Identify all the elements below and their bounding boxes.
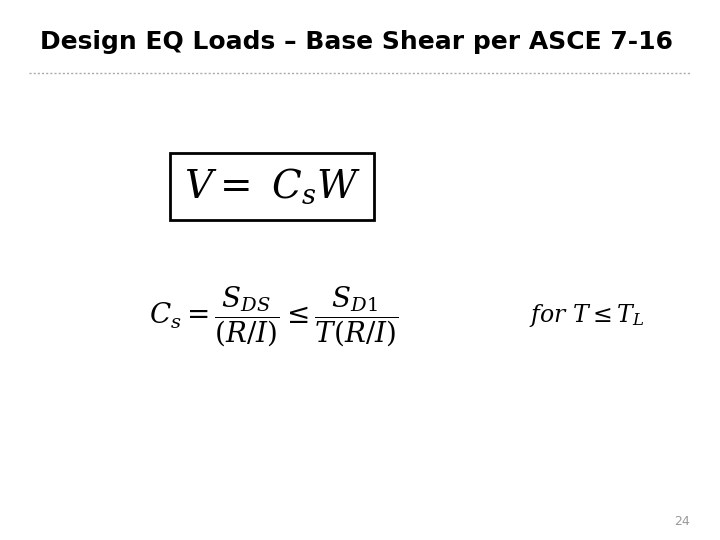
Text: 24: 24 [674,515,690,528]
Text: $C_s = \dfrac{S_{DS}}{(R/I)} \leq \dfrac{S_{D1}}{T(R/I)}$: $C_s = \dfrac{S_{DS}}{(R/I)} \leq \dfrac… [149,284,398,348]
Text: Design EQ Loads – Base Shear per ASCE 7-16: Design EQ Loads – Base Shear per ASCE 7-… [40,30,672,53]
Text: $V = \ C_s W$: $V = \ C_s W$ [184,167,361,206]
Text: $\mathit{for\ T \leq T_L}$: $\mathit{for\ T \leq T_L}$ [529,302,644,329]
